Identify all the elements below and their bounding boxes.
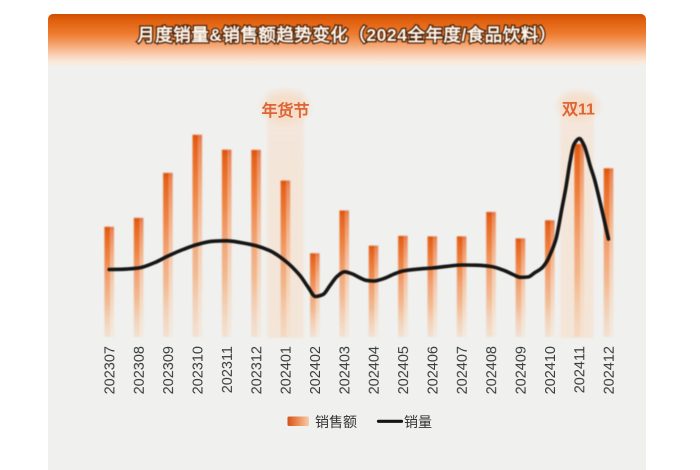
svg-text:202312: 202312 [249, 346, 265, 394]
svg-text:202407: 202407 [455, 346, 471, 394]
svg-text:202410: 202410 [543, 346, 559, 394]
svg-text:202309: 202309 [161, 346, 177, 394]
svg-text:年货节: 年货节 [261, 101, 309, 120]
svg-text:销量: 销量 [404, 414, 432, 430]
svg-text:销售额: 销售额 [315, 414, 357, 430]
svg-text:202412: 202412 [602, 346, 618, 394]
svg-text:202402: 202402 [308, 346, 324, 394]
svg-text:202308: 202308 [132, 346, 148, 394]
svg-text:202411: 202411 [572, 346, 588, 393]
svg-text:月度销量&销售额趋势变化（2024全年度/食品饮料）: 月度销量&销售额趋势变化（2024全年度/食品饮料） [136, 25, 556, 45]
svg-text:202406: 202406 [426, 346, 442, 394]
svg-text:202401: 202401 [279, 346, 295, 394]
svg-text:双11: 双11 [562, 102, 595, 119]
svg-text:202408: 202408 [484, 346, 500, 394]
svg-text:202307: 202307 [102, 346, 118, 394]
svg-text:202404: 202404 [367, 346, 383, 394]
svg-text:202311: 202311 [220, 346, 236, 393]
svg-text:202310: 202310 [191, 346, 207, 394]
svg-text:202403: 202403 [337, 346, 353, 394]
svg-text:202409: 202409 [514, 346, 530, 394]
svg-text:202405: 202405 [396, 346, 412, 394]
